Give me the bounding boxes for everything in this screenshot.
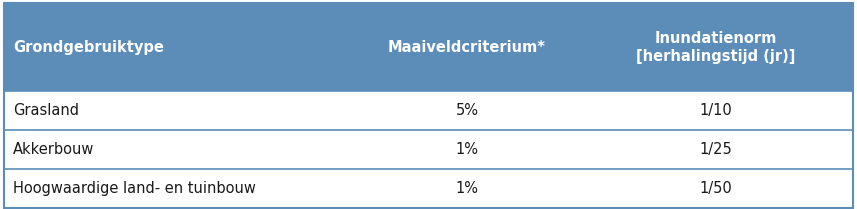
Text: Hoogwaardige land- en tuinbouw: Hoogwaardige land- en tuinbouw	[13, 181, 255, 196]
Text: Grondgebruiktype: Grondgebruiktype	[13, 40, 164, 55]
Text: 1/10: 1/10	[699, 103, 732, 118]
Text: 1%: 1%	[456, 142, 478, 157]
Bar	[4, 91, 853, 130]
Bar	[4, 3, 853, 91]
Text: 1/25: 1/25	[699, 142, 732, 157]
Text: 1%: 1%	[456, 181, 478, 196]
Text: Maaiveldcriterium*: Maaiveldcriterium*	[388, 40, 546, 55]
Text: Akkerbouw: Akkerbouw	[13, 142, 94, 157]
Bar	[4, 169, 853, 208]
Bar	[4, 130, 853, 169]
Text: 1/50: 1/50	[699, 181, 732, 196]
Text: Inundatienorm
[herhalingstijd (jr)]: Inundatienorm [herhalingstijd (jr)]	[636, 31, 795, 64]
Text: Grasland: Grasland	[13, 103, 79, 118]
Text: 5%: 5%	[456, 103, 478, 118]
